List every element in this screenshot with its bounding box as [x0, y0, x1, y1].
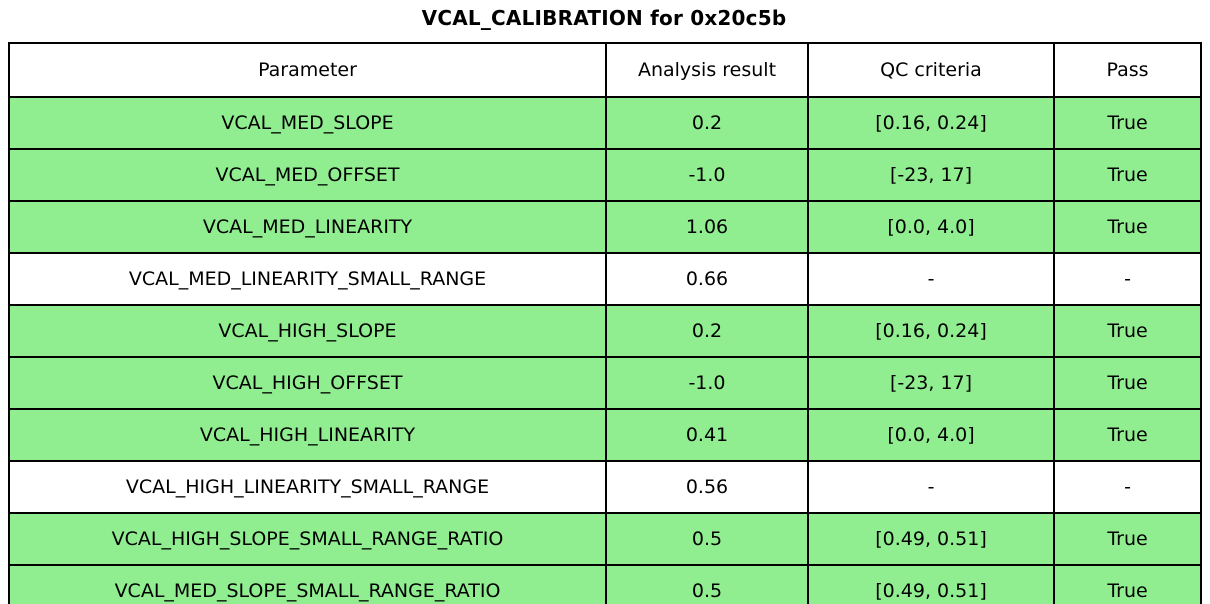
- table-row: VCAL_MED_SLOPE 0.2 [0.16, 0.24] True: [8, 96, 1202, 150]
- cell-parameter: VCAL_HIGH_SLOPE_SMALL_RANGE_RATIO: [8, 512, 607, 566]
- cell-analysis-result: -1.0: [605, 356, 809, 410]
- cell-parameter: VCAL_MED_LINEARITY_SMALL_RANGE: [8, 252, 607, 306]
- cell-pass: True: [1053, 408, 1202, 462]
- qc-table-body: VCAL_MED_SLOPE 0.2 [0.16, 0.24] True VCAL_ME…: [8, 96, 1202, 604]
- header-row: Parameter Analysis result QC criteria Pa…: [8, 42, 1202, 98]
- cell-pass: True: [1053, 356, 1202, 410]
- cell-qc-criteria: [0.16, 0.24]: [807, 96, 1055, 150]
- figure-title: VCAL_CALIBRATION for 0x20c5b: [421, 6, 787, 30]
- cell-analysis-result: 0.66: [605, 252, 809, 306]
- cell-pass: -: [1053, 460, 1202, 514]
- cell-pass: True: [1053, 304, 1202, 358]
- column-header-qc-criteria: QC criteria: [807, 42, 1055, 98]
- cell-qc-criteria: -: [807, 460, 1055, 514]
- table-row: VCAL_HIGH_LINEARITY 0.41 [0.0, 4.0] True: [8, 408, 1202, 462]
- column-header-analysis-result: Analysis result: [605, 42, 809, 98]
- table-row: VCAL_HIGH_OFFSET -1.0 [-23, 17] True: [8, 356, 1202, 410]
- cell-analysis-result: 0.41: [605, 408, 809, 462]
- cell-pass: True: [1053, 96, 1202, 150]
- cell-qc-criteria: [0.16, 0.24]: [807, 304, 1055, 358]
- cell-analysis-result: 0.5: [605, 564, 809, 604]
- cell-analysis-result: 0.2: [605, 304, 809, 358]
- column-header-parameter: Parameter: [8, 42, 607, 98]
- cell-pass: True: [1053, 148, 1202, 202]
- table-row: VCAL_MED_LINEARITY_SMALL_RANGE 0.66- -: [8, 252, 1202, 306]
- cell-analysis-result: 0.5: [605, 512, 809, 566]
- table-row: VCAL_HIGH_SLOPE 0.2 [0.16, 0.24] True: [8, 304, 1202, 358]
- cell-qc-criteria: [-23, 17]: [807, 356, 1055, 410]
- cell-analysis-result: 0.2: [605, 96, 809, 150]
- table-row: VCAL_HIGH_LINEARITY_SMALL_RANGE 0.56- -: [8, 460, 1202, 514]
- qc-table: Parameter Analysis result QC criteria Pa…: [8, 42, 1202, 604]
- cell-qc-criteria: -: [807, 252, 1055, 306]
- cell-pass: True: [1053, 200, 1202, 254]
- qc-table-header: Parameter Analysis result QC criteria Pa…: [8, 42, 1202, 98]
- cell-parameter: VCAL_MED_OFFSET: [8, 148, 607, 202]
- cell-analysis-result: -1.0: [605, 148, 809, 202]
- cell-pass: True: [1053, 564, 1202, 604]
- cell-parameter: VCAL_HIGH_OFFSET: [8, 356, 607, 410]
- cell-qc-criteria: [0.0, 4.0]: [807, 408, 1055, 462]
- cell-pass: True: [1053, 512, 1202, 566]
- cell-parameter: VCAL_HIGH_LINEARITY_SMALL_RANGE: [8, 460, 607, 514]
- table-row: VCAL_MED_LINEARITY 1.06 [0.0, 4.0] True: [8, 200, 1202, 254]
- cell-qc-criteria: [-23, 17]: [807, 148, 1055, 202]
- cell-qc-criteria: [0.0, 4.0]: [807, 200, 1055, 254]
- table-row: VCAL_MED_OFFSET -1.0 [-23, 17] True: [8, 148, 1202, 202]
- cell-analysis-result: 0.56: [605, 460, 809, 514]
- cell-parameter: VCAL_HIGH_SLOPE: [8, 304, 607, 358]
- cell-qc-criteria: [0.49, 0.51]: [807, 564, 1055, 604]
- table-row: VCAL_MED_SLOPE_SMALL_RANGE_RATIO 0.5 [0.49…: [8, 564, 1202, 604]
- cell-qc-criteria: [0.49, 0.51]: [807, 512, 1055, 566]
- cell-parameter: VCAL_MED_SLOPE_SMALL_RANGE_RATIO: [8, 564, 607, 604]
- cell-parameter: VCAL_MED_LINEARITY: [8, 200, 607, 254]
- cell-parameter: VCAL_HIGH_LINEARITY: [8, 408, 607, 462]
- cell-pass: -: [1053, 252, 1202, 306]
- cell-analysis-result: 1.06: [605, 200, 809, 254]
- column-header-pass: Pass: [1053, 42, 1202, 98]
- table-row: VCAL_HIGH_SLOPE_SMALL_RANGE_RATIO 0.5 [0.4…: [8, 512, 1202, 566]
- cell-parameter: VCAL_MED_SLOPE: [8, 96, 607, 150]
